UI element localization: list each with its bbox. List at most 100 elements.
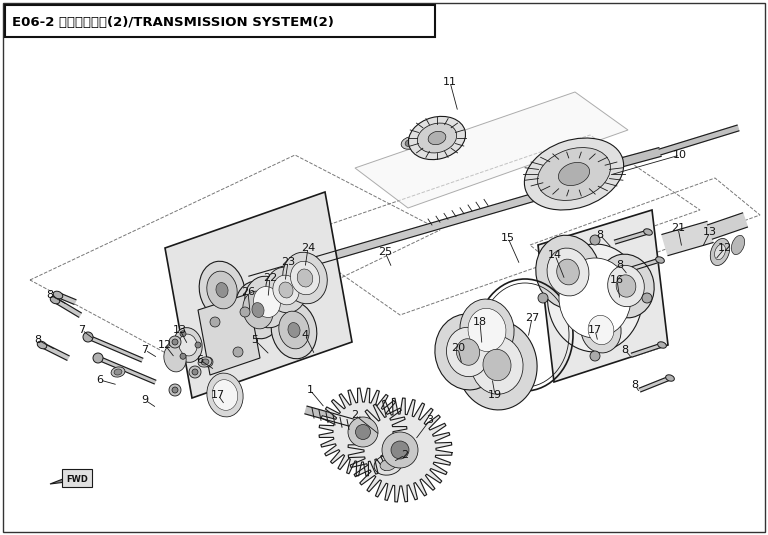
Text: 8: 8 [617, 260, 624, 270]
Circle shape [83, 332, 93, 342]
Ellipse shape [50, 296, 60, 304]
Ellipse shape [538, 148, 611, 201]
Ellipse shape [201, 359, 209, 365]
Ellipse shape [164, 344, 186, 372]
Polygon shape [355, 92, 628, 208]
Text: 9: 9 [141, 395, 148, 405]
Text: 8: 8 [621, 345, 628, 355]
Text: 12: 12 [718, 243, 732, 253]
Text: 6: 6 [197, 355, 204, 365]
Polygon shape [662, 221, 713, 256]
Circle shape [192, 369, 198, 375]
Polygon shape [198, 294, 260, 375]
Text: E06-2 换档变速总成(2)/TRANSMISSION SYSTEM(2): E06-2 换档变速总成(2)/TRANSMISSION SYSTEM(2) [12, 16, 334, 28]
Circle shape [590, 351, 600, 361]
Text: 13: 13 [703, 227, 717, 237]
Ellipse shape [710, 239, 730, 265]
Text: 16: 16 [610, 275, 624, 285]
Text: FWD: FWD [66, 476, 88, 485]
Ellipse shape [435, 314, 501, 390]
Text: 27: 27 [525, 313, 539, 323]
Polygon shape [50, 470, 86, 484]
Ellipse shape [409, 117, 465, 159]
Circle shape [642, 293, 652, 303]
Ellipse shape [644, 229, 652, 235]
Text: 22: 22 [263, 273, 277, 283]
Ellipse shape [216, 282, 228, 297]
Ellipse shape [235, 281, 281, 339]
Ellipse shape [297, 269, 313, 287]
Ellipse shape [446, 327, 489, 377]
Text: 23: 23 [281, 257, 295, 267]
Ellipse shape [460, 299, 514, 361]
Ellipse shape [207, 373, 243, 417]
Ellipse shape [253, 287, 280, 317]
Ellipse shape [252, 303, 264, 317]
Ellipse shape [405, 140, 415, 147]
Circle shape [169, 336, 181, 348]
Ellipse shape [174, 327, 202, 362]
Circle shape [180, 353, 186, 360]
Polygon shape [305, 406, 361, 429]
Circle shape [538, 293, 548, 303]
Circle shape [169, 384, 181, 396]
Circle shape [93, 353, 103, 363]
Text: 17: 17 [211, 390, 225, 400]
Text: 2: 2 [352, 410, 359, 420]
FancyBboxPatch shape [62, 469, 92, 487]
Polygon shape [319, 388, 407, 476]
Text: 19: 19 [488, 390, 502, 400]
Circle shape [203, 357, 213, 367]
Circle shape [195, 342, 201, 348]
Text: 4: 4 [301, 330, 309, 340]
Text: 17: 17 [588, 325, 602, 335]
Circle shape [391, 441, 409, 459]
Ellipse shape [198, 357, 212, 367]
Ellipse shape [666, 375, 674, 381]
Ellipse shape [53, 291, 63, 299]
Bar [5, 5, 435, 37]
Ellipse shape [471, 336, 523, 394]
Circle shape [240, 307, 250, 317]
Text: 11: 11 [443, 77, 457, 87]
Ellipse shape [271, 301, 317, 359]
Ellipse shape [714, 244, 726, 259]
Text: 18: 18 [473, 317, 487, 327]
Text: 8: 8 [631, 380, 638, 390]
Ellipse shape [657, 342, 667, 348]
Ellipse shape [288, 323, 300, 338]
Ellipse shape [558, 163, 590, 186]
Polygon shape [41, 343, 69, 360]
Polygon shape [348, 398, 452, 502]
Circle shape [189, 366, 201, 378]
Text: 7: 7 [141, 345, 148, 355]
Polygon shape [57, 293, 76, 304]
Text: 7: 7 [78, 325, 85, 335]
Circle shape [180, 331, 186, 337]
Ellipse shape [428, 131, 446, 144]
Circle shape [348, 417, 378, 447]
Circle shape [590, 235, 600, 245]
Circle shape [356, 424, 370, 439]
Ellipse shape [212, 380, 237, 410]
Circle shape [172, 387, 178, 393]
Ellipse shape [207, 271, 237, 309]
Ellipse shape [279, 282, 293, 298]
Text: 12: 12 [158, 340, 172, 350]
Ellipse shape [199, 261, 245, 319]
Text: 2: 2 [402, 450, 409, 460]
Polygon shape [574, 148, 661, 179]
Text: 1: 1 [306, 385, 313, 395]
Text: 8: 8 [46, 290, 54, 300]
Ellipse shape [290, 261, 319, 295]
Polygon shape [639, 376, 670, 392]
Circle shape [210, 317, 220, 327]
Text: 8: 8 [597, 230, 604, 240]
Ellipse shape [483, 349, 511, 381]
Ellipse shape [557, 259, 579, 285]
Text: 20: 20 [451, 343, 465, 353]
Ellipse shape [279, 311, 310, 349]
Ellipse shape [245, 276, 290, 328]
Ellipse shape [380, 460, 396, 471]
Polygon shape [538, 210, 668, 382]
